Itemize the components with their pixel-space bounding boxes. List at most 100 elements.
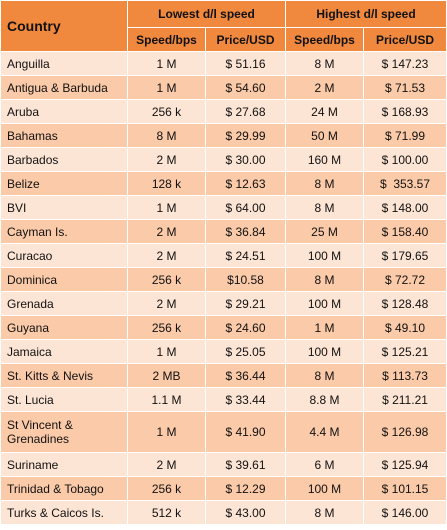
country-cell: Grenada [0, 291, 128, 316]
country-header: Country [0, 0, 128, 52]
value-cell: $ 168.93 [362, 99, 447, 124]
table-row: Grenada 2 M $ 29.21 100 M $ 128.48 [0, 291, 447, 316]
sub-header: Speed/bps [127, 27, 206, 52]
table-row: Barbados 2 M $ 30.00 160 M $ 100.00 [0, 147, 447, 172]
value-cell: $ 12.29 [205, 476, 286, 501]
value-cell: $ 54.60 [205, 75, 286, 100]
table-row: Bahamas 8 M $ 29.99 50 M $ 71.99 [0, 123, 447, 148]
value-cell: 2 M [127, 147, 206, 172]
value-cell: $ 24.51 [205, 243, 286, 268]
value-cell: 256 k [127, 476, 206, 501]
table-row: Turks & Caicos Is. 512 k $ 43.00 8 M $ 146.0… [0, 500, 447, 525]
value-cell: 2 M [127, 291, 206, 316]
table-row: Anguilla 1 M $ 51.16 8 M $ 147.23 [0, 51, 447, 76]
sub-header: Price/USD [205, 27, 286, 52]
value-cell: 256 k [127, 267, 206, 292]
value-cell: $ 179.65 [362, 243, 447, 268]
value-cell: 8 M [285, 363, 364, 388]
value-cell: 100 M [285, 339, 364, 364]
value-cell: 8 M [127, 123, 206, 148]
country-cell: St. Lucia [0, 387, 128, 412]
value-cell: $10.58 [205, 267, 286, 292]
value-cell: $ 30.00 [205, 147, 286, 172]
value-cell: 8.8 M [285, 387, 364, 412]
value-cell: 8 M [285, 195, 364, 220]
table-row: BVI 1 M $ 64.00 8 M $ 148.00 [0, 195, 447, 220]
value-cell: $ 146.00 [362, 500, 447, 525]
value-cell: $ 36.84 [205, 219, 286, 244]
value-cell: $ 71.99 [362, 123, 447, 148]
country-cell: Barbados [0, 147, 128, 172]
value-cell: 6 M [285, 452, 364, 477]
value-cell: 8 M [285, 171, 364, 196]
value-cell: $ 125.21 [362, 339, 447, 364]
value-cell: 2 MB [127, 363, 206, 388]
country-cell: Suriname [0, 452, 128, 477]
value-cell: 4.4 M [285, 411, 364, 453]
value-cell: 1 M [127, 339, 206, 364]
value-cell: $ 43.00 [205, 500, 286, 525]
value-cell: $ 51.16 [205, 51, 286, 76]
value-cell: $ 72.72 [362, 267, 447, 292]
value-cell: 100 M [285, 291, 364, 316]
country-cell: Antigua & Barbuda [0, 75, 128, 100]
value-cell: $ 211.21 [362, 387, 447, 412]
value-cell: 50 M [285, 123, 364, 148]
value-cell: $ 71.53 [362, 75, 447, 100]
country-cell: Turks & Caicos Is. [0, 500, 128, 525]
sub-header: Price/USD [362, 27, 447, 52]
sub-header: Speed/bps [285, 27, 364, 52]
value-cell: $ 147.23 [362, 51, 447, 76]
country-cell: St Vincent & Grenadines [0, 411, 128, 453]
country-cell: Guyana [0, 315, 128, 340]
value-cell: $ 33.44 [205, 387, 286, 412]
country-cell: Curacao [0, 243, 128, 268]
table-row: Aruba 256 k $ 27.68 24 M $ 168.93 [0, 99, 447, 124]
group-header: Highest d/l speed [284, 0, 447, 28]
value-cell: $ 29.21 [205, 291, 286, 316]
value-cell: 1 M [127, 51, 206, 76]
value-cell: $ 41.90 [205, 411, 286, 453]
table-row: Dominica 256 k $10.58 8 M $ 72.72 [0, 267, 447, 292]
value-cell: 128 k [127, 171, 206, 196]
value-cell: $ 36.44 [205, 363, 286, 388]
country-cell: Jamaica [0, 339, 128, 364]
value-cell: $ 125.94 [362, 452, 447, 477]
value-cell: $ 126.98 [362, 411, 447, 453]
value-cell: 100 M [285, 243, 364, 268]
table-row: Antigua & Barbuda 1 M $ 54.60 2 M $ 71.53 [0, 75, 447, 100]
value-cell: $ 12.63 [205, 171, 286, 196]
value-cell: 256 k [127, 315, 206, 340]
table-body: Anguilla 1 M $ 51.16 8 M $ 147.23 Antigua & B… [0, 51, 447, 525]
table-row: Trinidad & Tobago 256 k $ 12.29 100 M $ 101.… [0, 476, 447, 501]
value-cell: 25 M [285, 219, 364, 244]
value-cell: $ 353.57 [362, 171, 447, 196]
value-cell: 1.1 M [127, 387, 206, 412]
value-cell: 24 M [285, 99, 364, 124]
table-row: St Vincent & Grenadines 1 M $ 41.90 4.4 M $ … [0, 411, 447, 453]
value-cell: 1 M [127, 75, 206, 100]
value-cell: $ 158.40 [362, 219, 447, 244]
country-cell: BVI [0, 195, 128, 220]
value-cell: $ 101.15 [362, 476, 447, 501]
country-cell: Dominica [0, 267, 128, 292]
value-cell: 8 M [285, 267, 364, 292]
value-cell: $ 128.48 [362, 291, 447, 316]
country-cell: Anguilla [0, 51, 128, 76]
value-cell: 160 M [285, 147, 364, 172]
value-cell: 2 M [127, 452, 206, 477]
group-header: Lowest d/l speed [127, 0, 286, 28]
value-cell: $ 29.99 [205, 123, 286, 148]
country-cell: Aruba [0, 99, 128, 124]
value-cell: $ 49.10 [362, 315, 447, 340]
value-cell: 2 M [127, 219, 206, 244]
country-cell: St. Kitts & Nevis [0, 363, 128, 388]
value-cell: 1 M [127, 411, 206, 453]
table-row: Curacao 2 M $ 24.51 100 M $ 179.65 [0, 243, 447, 268]
value-cell: $ 148.00 [362, 195, 447, 220]
country-cell: Cayman Is. [0, 219, 128, 244]
value-cell: 8 M [285, 51, 364, 76]
value-cell: 1 M [127, 195, 206, 220]
value-cell: $ 113.73 [362, 363, 447, 388]
